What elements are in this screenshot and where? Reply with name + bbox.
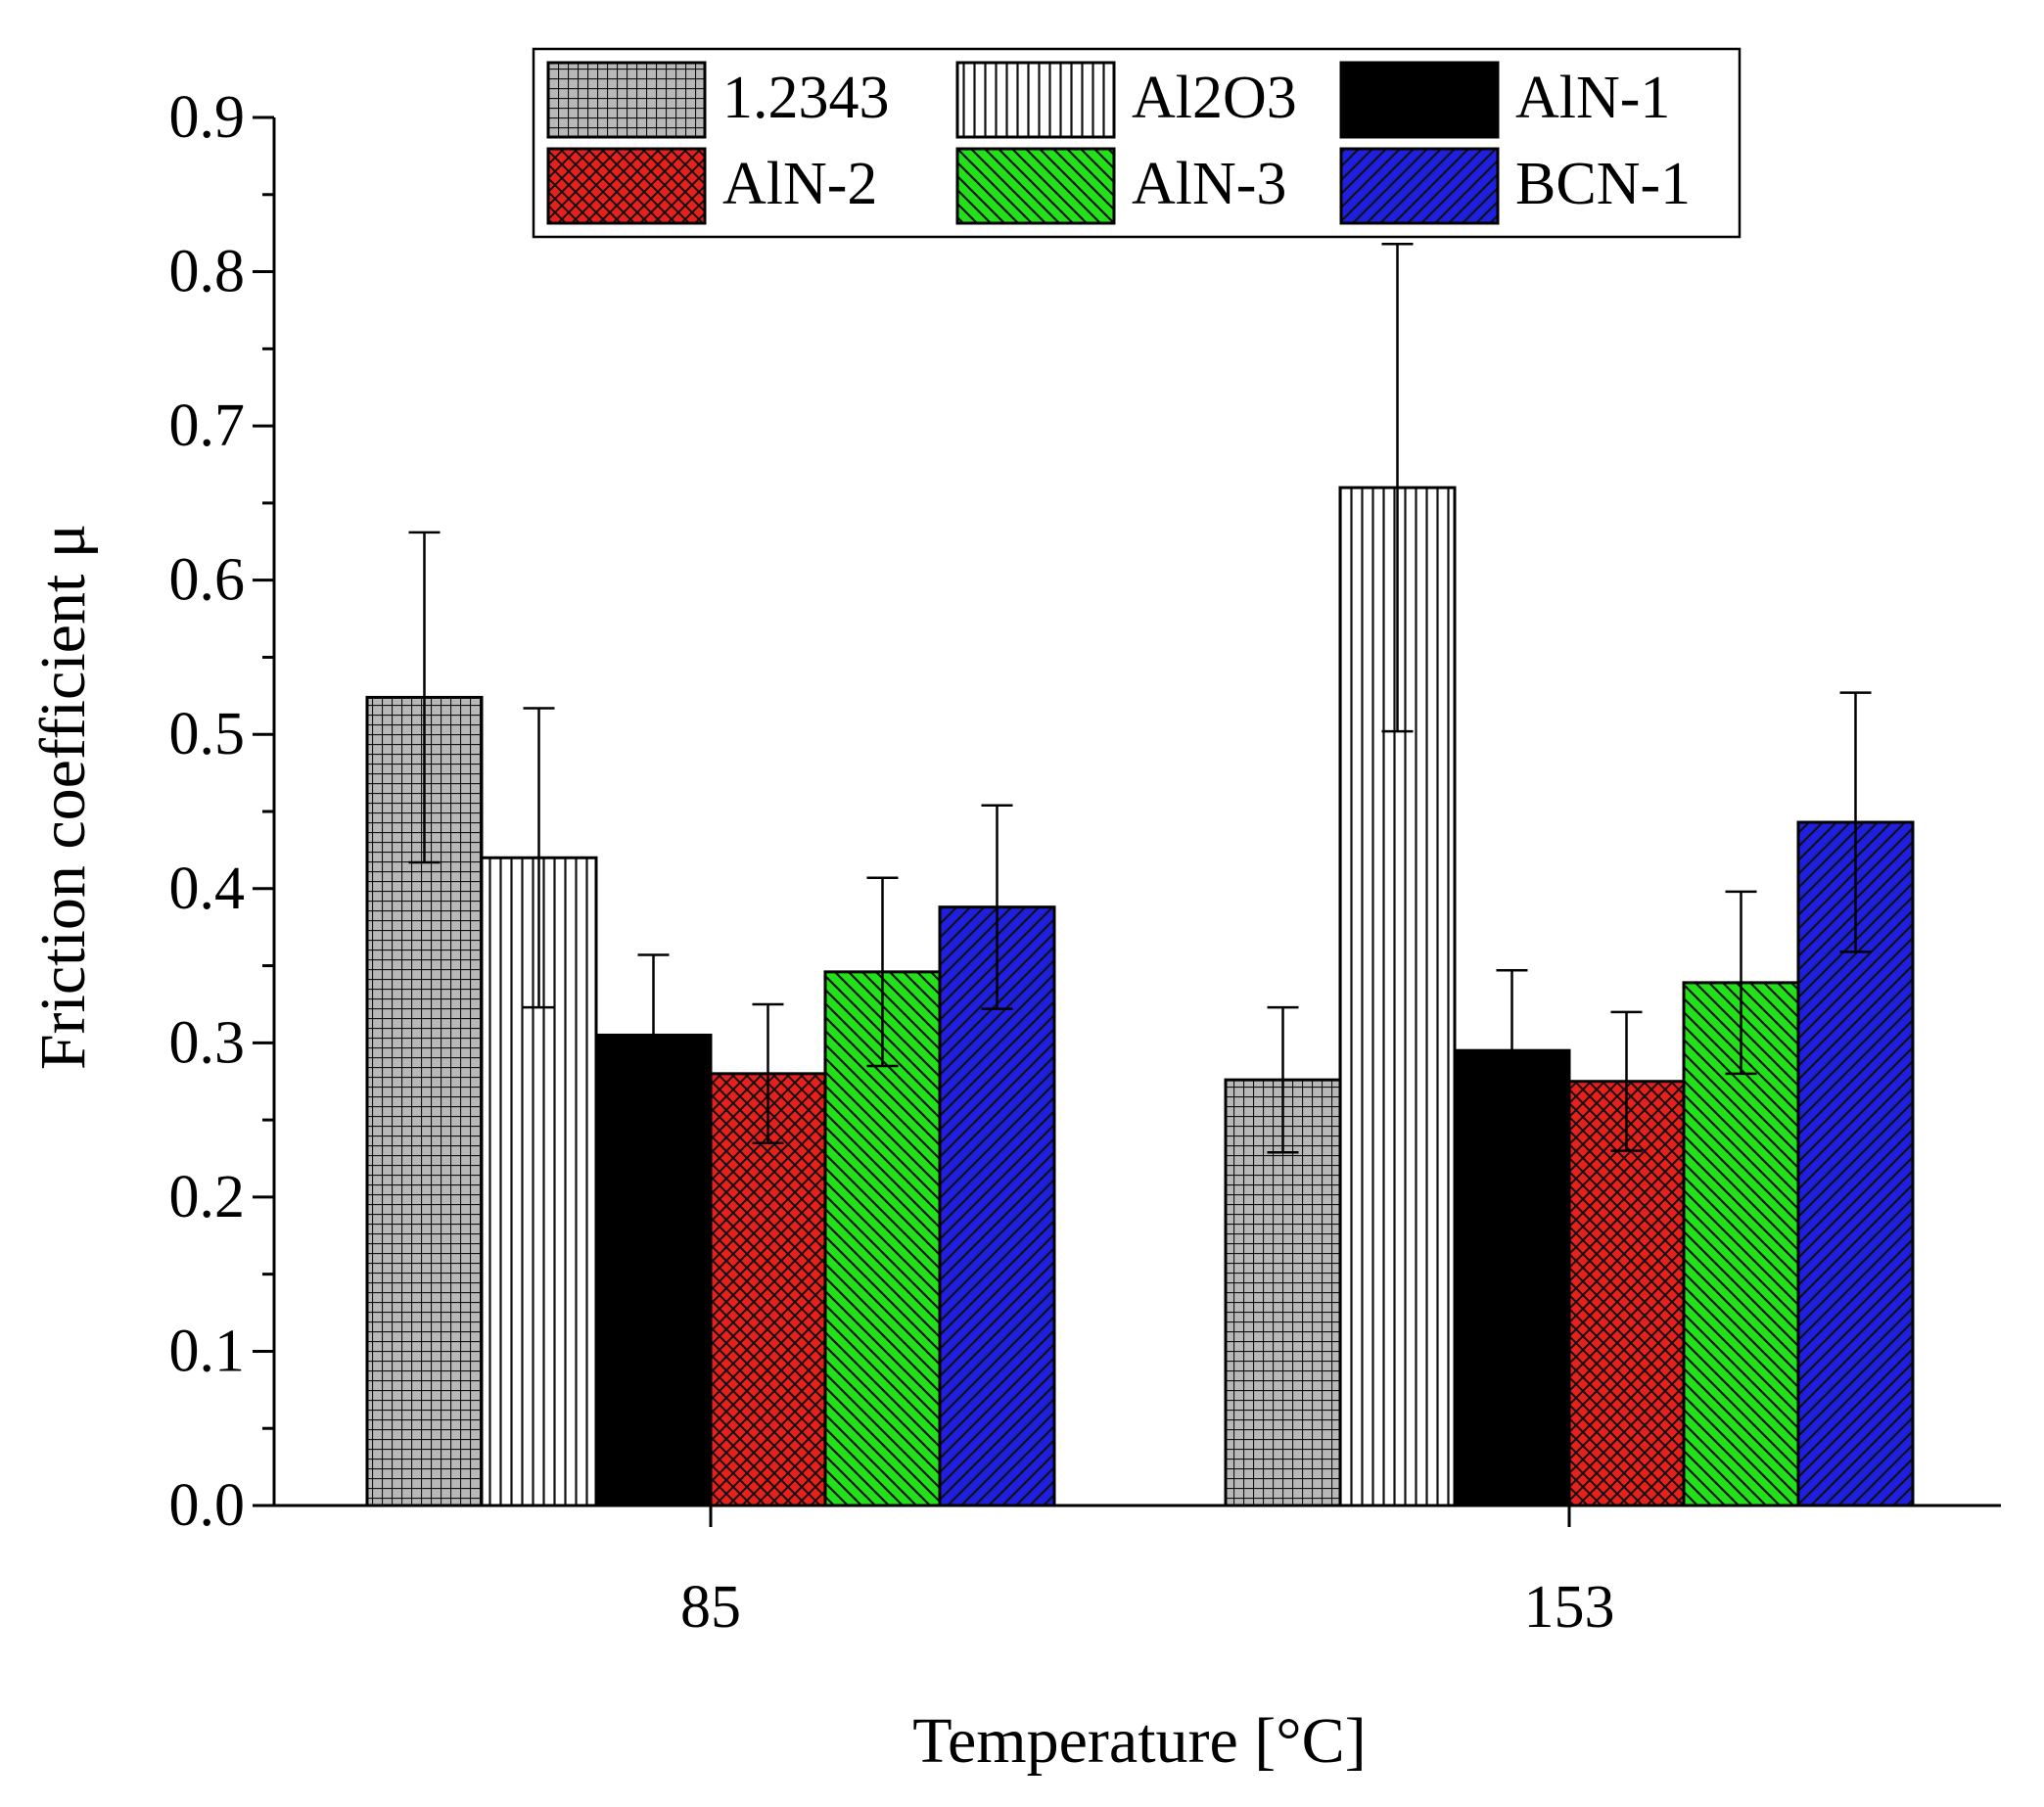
legend-label-AlN-3: AlN-3 xyxy=(1132,151,1286,217)
y-tick-label: 0.7 xyxy=(169,393,246,459)
y-tick-label: 0.8 xyxy=(169,239,246,305)
legend-label-BCN-1: BCN-1 xyxy=(1515,151,1691,217)
y-tick-label: 0.6 xyxy=(169,547,246,614)
y-tick-label: 0.1 xyxy=(169,1318,246,1384)
bars-layer xyxy=(365,486,1915,1507)
x-tick-label: 85 xyxy=(680,1574,741,1641)
y-tick-label: 0.4 xyxy=(169,856,246,922)
legend: 1.2343 Al2O3 AlN-1 AlN-2 AlN-3 BCN-1 xyxy=(532,47,1742,239)
y-tick-label: 0.3 xyxy=(169,1009,246,1076)
legend-label-AlN-1: AlN-1 xyxy=(1515,65,1670,131)
legend-swatch-BCN-1 xyxy=(1339,147,1500,225)
x-tick-label: 153 xyxy=(1524,1574,1615,1641)
legend-swatch-AlN-1 xyxy=(1339,61,1500,139)
legend-swatch-1.2343 xyxy=(546,61,707,139)
bar-AlN-2-153 xyxy=(1567,1080,1686,1507)
error-bars-layer xyxy=(408,242,1872,1154)
legend-label-AlN-2: AlN-2 xyxy=(722,151,877,217)
legend-swatch-Al2O3 xyxy=(955,61,1116,139)
ticks-layer: 0.0 0.1 0.2 0.3 0.4 0.5 0.6 0.7 0.8 0.9 85 153 xyxy=(169,84,1615,1641)
y-tick-label: 0.9 xyxy=(169,84,246,151)
x-axis-title: Temperature [°C] xyxy=(912,1705,1366,1777)
legend-box xyxy=(532,47,1742,239)
y-tick-label: 0.2 xyxy=(169,1164,246,1230)
y-tick-label: 0.5 xyxy=(169,701,246,767)
legend-label-1.2343: 1.2343 xyxy=(722,65,890,131)
y-tick-label: 0.0 xyxy=(169,1472,246,1539)
legend-swatch-AlN-2 xyxy=(546,147,707,225)
legend-label-Al2O3: Al2O3 xyxy=(1132,65,1297,131)
y-axis-title: Friction coefficient μ xyxy=(27,524,99,1070)
legend-swatch-AlN-3 xyxy=(955,147,1116,225)
